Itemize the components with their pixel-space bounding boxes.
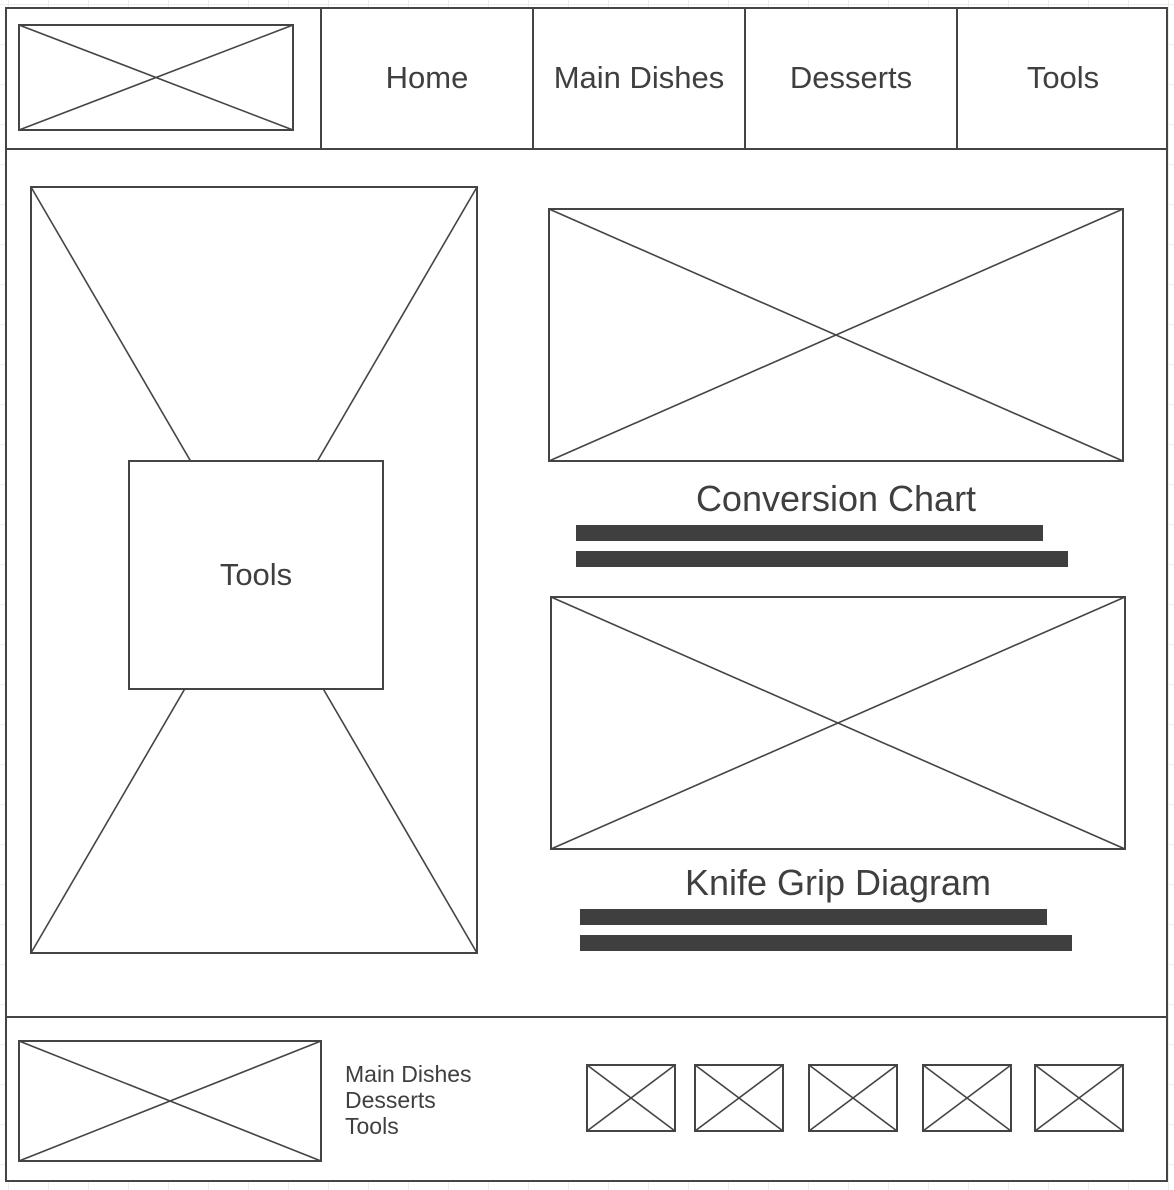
header-separator (320, 7, 322, 149)
knife-grip-text-line (580, 935, 1072, 951)
footer-logo[interactable] (18, 1040, 322, 1162)
knife-grip-text-line (580, 909, 1047, 925)
footer-link-tools[interactable]: Tools (345, 1113, 399, 1139)
image-placeholder-icon (548, 208, 1124, 462)
image-placeholder-icon (694, 1064, 784, 1132)
footer-social-icon[interactable] (808, 1064, 898, 1132)
image-placeholder-icon (18, 24, 294, 131)
footer-social-icon[interactable] (586, 1064, 676, 1132)
footer-links: Main Dishes Desserts Tools (345, 1061, 472, 1139)
header-separator (956, 7, 958, 149)
image-placeholder-icon (1034, 1064, 1124, 1132)
footer-link-desserts[interactable]: Desserts (345, 1087, 436, 1113)
hero-tools-label[interactable]: Tools (128, 460, 384, 690)
conversion-chart-title: Conversion Chart (695, 478, 977, 519)
image-placeholder-icon (18, 1040, 322, 1162)
footer-link-main-dishes[interactable]: Main Dishes (345, 1061, 472, 1087)
image-placeholder-icon (586, 1064, 676, 1132)
header-divider (5, 148, 1168, 150)
footer-social-icon[interactable] (1034, 1064, 1124, 1132)
footer-social-icon[interactable] (922, 1064, 1012, 1132)
nav-main-dishes[interactable]: Main Dishes (553, 60, 725, 95)
header-separator (532, 7, 534, 149)
image-placeholder-icon (550, 596, 1126, 850)
nav-desserts[interactable]: Desserts (789, 60, 913, 95)
knife-grip-diagram-image[interactable] (550, 596, 1126, 850)
conversion-chart-text-line (576, 525, 1043, 541)
image-placeholder-icon (922, 1064, 1012, 1132)
knife-grip-diagram-title: Knife Grip Diagram (684, 862, 992, 903)
conversion-chart-image[interactable] (548, 208, 1124, 462)
image-placeholder-icon (808, 1064, 898, 1132)
header-logo[interactable] (18, 24, 294, 131)
header-separator (744, 7, 746, 149)
footer-divider (5, 1016, 1168, 1018)
conversion-chart-text-line (576, 551, 1068, 567)
nav-home[interactable]: Home (385, 60, 469, 95)
footer-social-icon[interactable] (694, 1064, 784, 1132)
nav-tools[interactable]: Tools (1026, 60, 1100, 95)
